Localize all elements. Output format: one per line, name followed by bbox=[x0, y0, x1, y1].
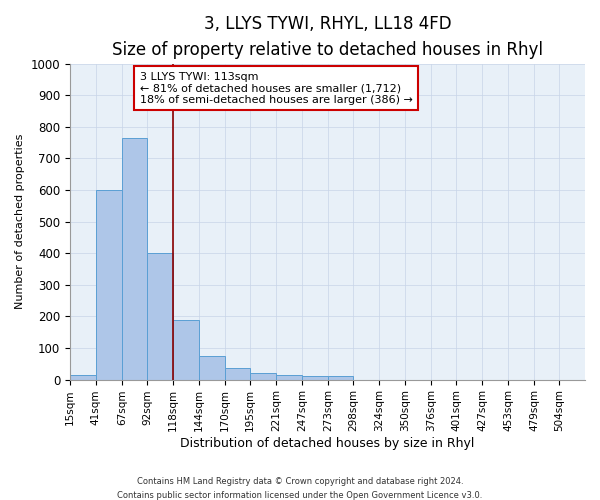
Bar bbox=[276, 375, 302, 380]
Text: Contains HM Land Registry data © Crown copyright and database right 2024.
Contai: Contains HM Land Registry data © Crown c… bbox=[118, 478, 482, 500]
Bar bbox=[147, 254, 173, 380]
Bar bbox=[250, 374, 276, 380]
Bar bbox=[328, 376, 353, 380]
Bar bbox=[173, 320, 199, 380]
Bar bbox=[302, 376, 328, 380]
Bar bbox=[70, 375, 96, 380]
X-axis label: Distribution of detached houses by size in Rhyl: Distribution of detached houses by size … bbox=[180, 437, 475, 450]
Bar bbox=[225, 368, 250, 380]
Text: 3 LLYS TYWI: 113sqm
← 81% of detached houses are smaller (1,712)
18% of semi-det: 3 LLYS TYWI: 113sqm ← 81% of detached ho… bbox=[140, 72, 413, 105]
Title: 3, LLYS TYWI, RHYL, LL18 4FD
Size of property relative to detached houses in Rhy: 3, LLYS TYWI, RHYL, LL18 4FD Size of pro… bbox=[112, 15, 543, 60]
Bar bbox=[199, 356, 225, 380]
Bar bbox=[96, 190, 122, 380]
Bar bbox=[122, 138, 147, 380]
Y-axis label: Number of detached properties: Number of detached properties bbox=[15, 134, 25, 310]
